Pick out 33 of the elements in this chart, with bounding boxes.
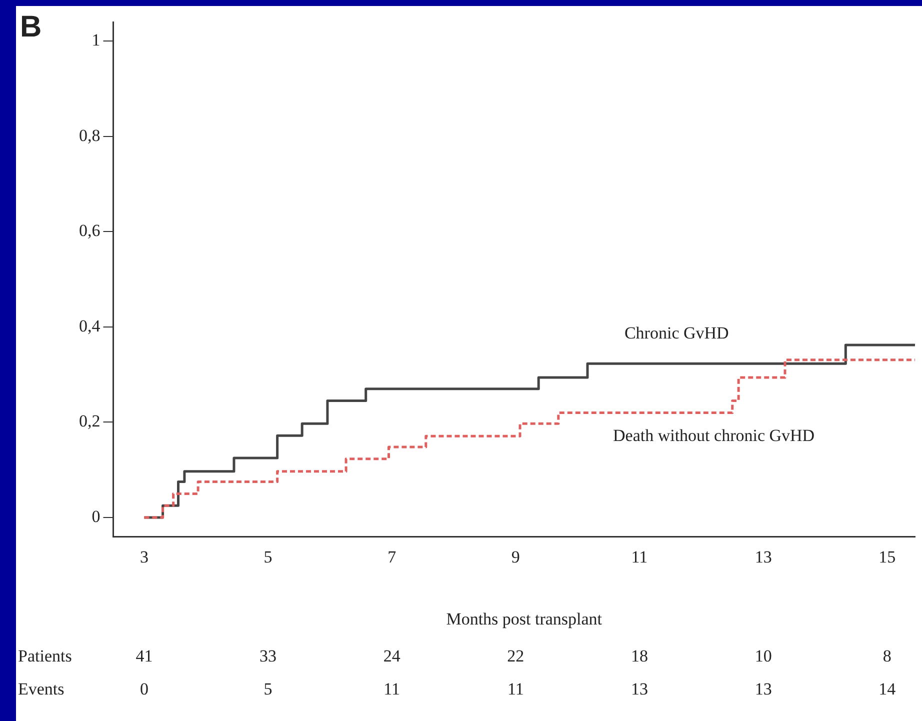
x-tick-label: 7 [388, 547, 397, 566]
y-tick-label: 1 [92, 30, 100, 50]
text: 24 [383, 646, 401, 666]
y-tick-label: 0,8 [79, 126, 100, 145]
text: 5 [264, 679, 272, 698]
x-tick-label: 15 [878, 547, 896, 566]
x-tick-label: 3 [140, 547, 148, 566]
text: 14 [878, 679, 896, 698]
text: 10 [754, 646, 772, 666]
text: 11 [507, 679, 524, 698]
text: 33 [260, 646, 277, 666]
text: Patients [18, 646, 72, 666]
y-tick-label: 0,4 [79, 316, 101, 336]
x-tick-label: 9 [511, 547, 520, 566]
text: 13 [754, 679, 772, 698]
text: 11 [384, 679, 400, 698]
text: 18 [630, 646, 648, 666]
text: Events [18, 679, 64, 698]
text: 41 [136, 646, 153, 666]
x-tick-label: 13 [754, 547, 772, 566]
text: 0 [140, 679, 148, 698]
x-tick-label: 11 [631, 547, 648, 566]
y-tick-label: 0 [92, 507, 100, 526]
x-tick-label: 5 [264, 547, 272, 566]
x-axis-title: Months post transplant [446, 609, 602, 628]
text: 22 [507, 646, 524, 666]
series-label: Death without chronic GvHD [612, 426, 815, 446]
series-label: Chronic GvHD [624, 324, 729, 343]
text: 8 [882, 646, 892, 666]
text: 13 [630, 679, 648, 698]
chart-title: B [20, 10, 42, 44]
y-tick-label: 0,2 [79, 412, 100, 431]
y-tick-label: 0,6 [79, 221, 100, 240]
